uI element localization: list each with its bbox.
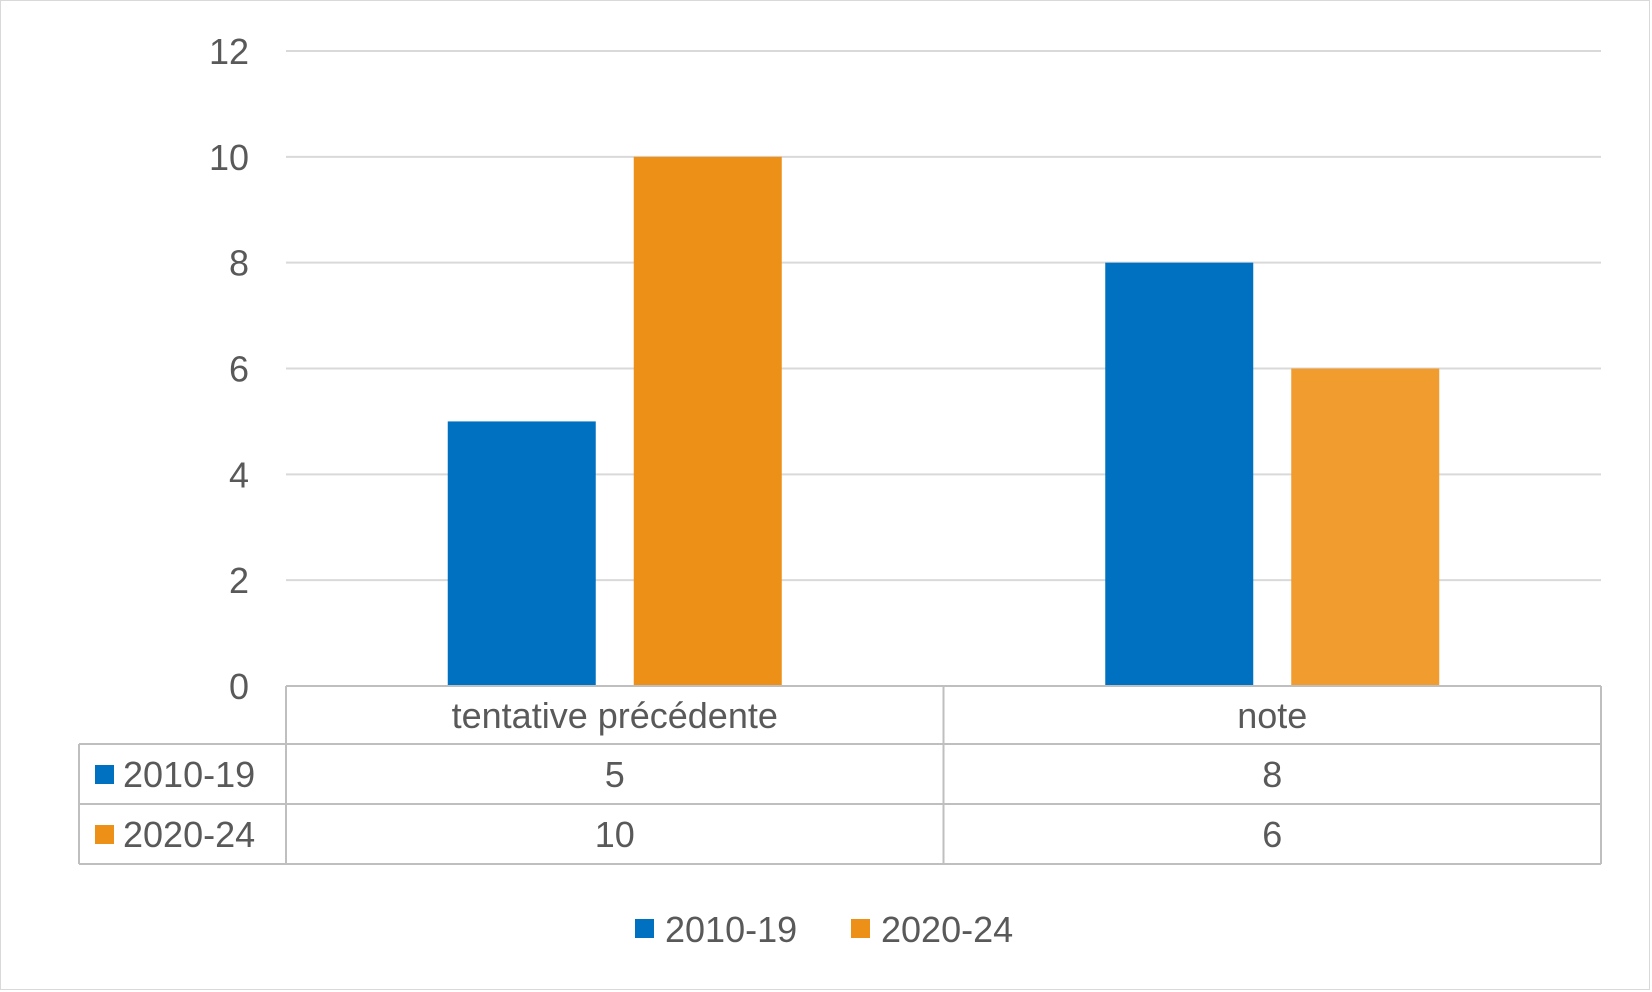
row-legend-key [95, 765, 114, 784]
bar-2020-24-tentative-précédente [633, 156, 782, 687]
row-series-name: 2010-19 [123, 754, 255, 795]
table-value: 5 [605, 754, 625, 795]
legend: 2010-19 2020-24 [635, 909, 1013, 950]
row-legend-key [95, 825, 114, 844]
y-tick-label: 8 [229, 243, 249, 284]
legend-key [635, 919, 654, 938]
y-tick-label: 6 [229, 349, 249, 390]
row-series-name: 2020-24 [123, 814, 255, 855]
y-tick-label: 2 [229, 560, 249, 601]
table-value: 6 [1262, 814, 1282, 855]
legend-label: 2020-24 [881, 909, 1013, 950]
bars [447, 156, 1440, 687]
data-table: tentative précédente note 2010-19 5 8 2020-24… [78, 685, 1602, 865]
bar-2010-19-tentative-précédente [447, 421, 596, 686]
bar-2020-24-note [1291, 368, 1440, 686]
bar-2010-19-note [1105, 262, 1254, 686]
table-value: 10 [595, 814, 635, 855]
y-tick-label: 12 [209, 31, 249, 72]
category-label: tentative précédente [452, 695, 778, 736]
legend-key [851, 919, 870, 938]
y-tick-label: 0 [229, 666, 249, 707]
y-tick-label: 10 [209, 137, 249, 178]
legend-label: 2010-19 [665, 909, 797, 950]
table-value: 8 [1262, 754, 1282, 795]
y-tick-label: 4 [229, 454, 249, 495]
y-axis-tick-labels: 0 2 4 6 8 10 12 [209, 31, 249, 707]
category-label: note [1237, 695, 1307, 736]
